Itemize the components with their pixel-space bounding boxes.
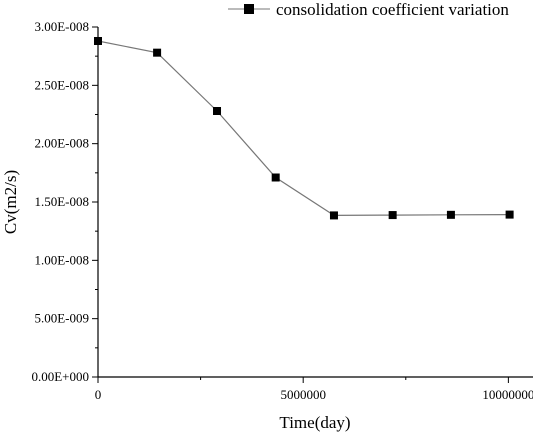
- plot-area: 0.00E+000 5.00E-009 1.00E-008 1.50E-008 2.00…: [31, 19, 533, 402]
- y-tick-label: 0.00E+000: [31, 369, 89, 384]
- data-point: [505, 210, 514, 219]
- x-tick-label: 10000000: [482, 387, 533, 402]
- y-axis-title: Cv(m2/s): [1, 170, 20, 234]
- y-tick-label: 5.00E-009: [34, 311, 89, 326]
- legend-label: consolidation coefficient variation: [276, 0, 509, 19]
- x-tick-label: 5000000: [280, 387, 326, 402]
- y-ticks: 0.00E+000 5.00E-009 1.00E-008 1.50E-008 2.00…: [31, 19, 98, 384]
- series-points: [94, 37, 514, 220]
- data-point: [213, 107, 222, 115]
- legend-marker: [244, 4, 254, 14]
- series-line: [97, 40, 510, 217]
- x-axis-title: Time(day): [279, 413, 350, 432]
- y-tick-label: 2.00E-008: [34, 136, 89, 151]
- series-lines: [97, 40, 510, 217]
- y-tick-label: 1.00E-008: [34, 252, 89, 267]
- data-point: [94, 37, 102, 45]
- x-ticks: 0 5000000 10000000: [95, 377, 533, 402]
- data-point: [153, 48, 162, 57]
- y-tick-label: 3.00E-008: [34, 19, 89, 34]
- data-point: [329, 211, 338, 220]
- data-point: [446, 210, 455, 219]
- data-point: [388, 211, 397, 220]
- y-tick-label: 1.50E-008: [34, 194, 89, 209]
- y-tick-label: 2.50E-008: [34, 77, 89, 92]
- legend: consolidation coefficient variation: [228, 0, 509, 19]
- x-tick-label: 0: [95, 387, 102, 402]
- data-point: [271, 173, 280, 182]
